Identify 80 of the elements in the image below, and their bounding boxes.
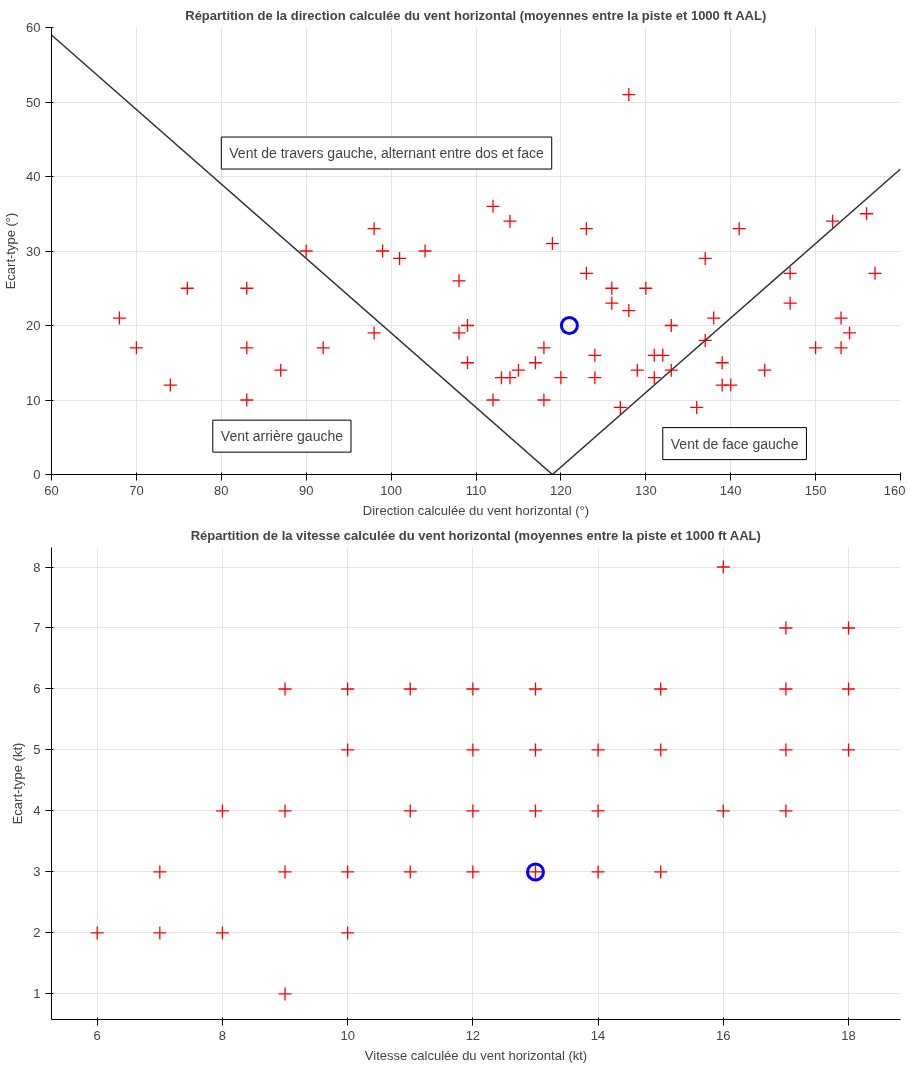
y-tick-label: 5 [33,742,41,758]
point [277,803,293,819]
point [152,925,167,941]
point [403,864,418,880]
point [653,864,668,880]
x-tick-label: 80 [214,482,229,498]
point [778,803,794,819]
y-tick-label: 2 [33,925,41,941]
x-tick-label: 70 [129,482,144,498]
y-tick-label: 30 [26,243,41,259]
point [152,864,167,880]
x-tick-label: 6 [93,1027,101,1043]
point [528,681,543,697]
x-tick-label: 150 [804,482,827,498]
point [841,620,856,636]
point [277,864,293,880]
x-tick-label: 18 [841,1027,856,1043]
point [716,803,731,819]
point [215,925,230,941]
x-tick-label: 110 [465,482,487,498]
x-tick-label: 8 [218,1027,227,1043]
chart-title: Répartition de la vitesse calculée du vent horizontal (moyennes entre la piste et 1000 ft AAL) [190,527,761,543]
point [340,742,355,758]
point [465,681,481,697]
y-tick-label: 3 [33,864,41,880]
x-tick-label: 100 [380,482,402,498]
point [653,742,668,758]
chart-title: Répartition de la direction calculée du vent horizontal (moyennes entre la piste et 1000 ft AAL) [185,7,767,23]
point [841,681,856,697]
annotation: Vent de travers gauche, alternant entre dos et face [229,145,544,162]
y-tick-label: 10 [26,392,41,408]
y-tick-label: 50 [26,94,41,110]
y-tick-label: 4 [33,803,41,819]
point [841,742,856,758]
point [465,742,481,758]
point [215,803,230,819]
y-tick-label: 60 [26,20,41,35]
x-tick-label: 60 [44,482,59,498]
x-tick-label: 16 [716,1027,731,1043]
point [340,681,355,697]
point [716,559,731,575]
point [340,925,355,941]
x-tick-label: 120 [550,482,572,498]
point [653,681,668,697]
y-axis-title: Ecart-type (kt) [10,742,26,825]
point [528,803,543,819]
y-tick-label: 1 [33,986,41,1002]
x-tick-label: 90 [298,482,314,498]
annotation: Vent de face gauche [670,435,799,452]
x-tick-label: 160 [883,482,906,498]
y-tick-label: 7 [33,620,41,636]
point [778,620,794,636]
x-tick-label: 10 [340,1027,355,1043]
point [340,864,355,880]
x-tick-label: 14 [590,1027,606,1043]
y-tick-label: 8 [33,559,41,575]
x-axis-title: Vitesse calculée du vent horizontal (kt) [364,1047,588,1063]
point [465,803,481,819]
x-tick-label: 12 [465,1027,481,1043]
x-tick-label: 130 [634,482,657,498]
point [277,681,293,697]
point [590,803,606,819]
y-tick-label: 0 [33,467,41,482]
y-tick-label: 40 [26,169,41,184]
point [528,742,543,758]
point [90,925,105,941]
x-axis-title: Direction calculée du vent horizontal (°) [362,502,590,518]
point [590,864,606,880]
annotation: Vent arrière gauche [220,428,344,445]
point [403,803,418,819]
y-axis-title: Ecart-type (°) [3,212,19,290]
point [403,681,418,697]
y-tick-label: 6 [33,681,41,697]
point [590,742,606,758]
y-tick-label: 20 [26,318,41,333]
point [465,864,481,880]
point [778,742,794,758]
point [778,681,794,697]
x-tick-label: 140 [719,482,742,498]
point [277,986,293,1002]
